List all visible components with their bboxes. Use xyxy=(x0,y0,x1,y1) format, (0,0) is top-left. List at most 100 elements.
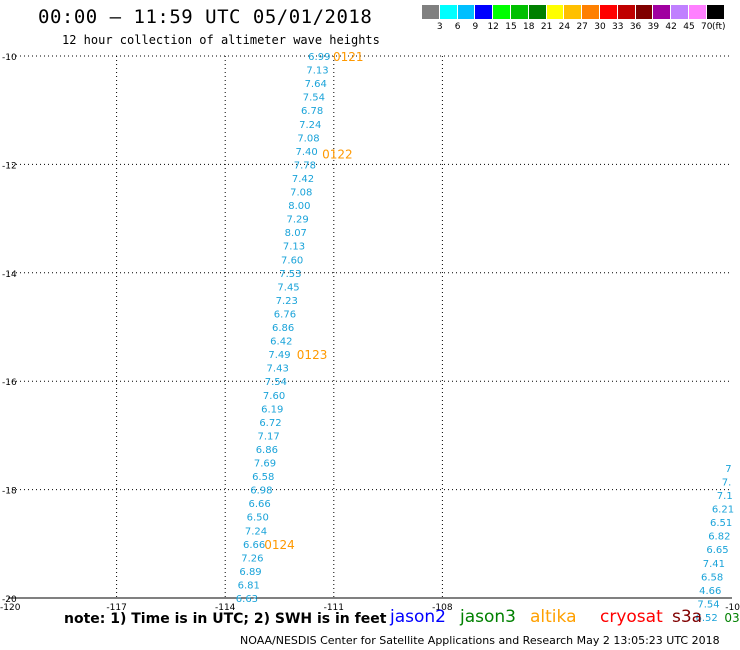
legend-jason3: jason3 xyxy=(460,607,516,627)
y-tick-label: -10 xyxy=(2,53,17,63)
wave-height-value: 6.19 xyxy=(261,404,283,415)
color-scale-label: 15 xyxy=(505,22,517,32)
color-swatch xyxy=(475,5,494,19)
color-scale-label: 21 xyxy=(540,22,553,32)
wave-height-value: 6.99 xyxy=(308,52,330,63)
wave-height-value: 6.63 xyxy=(236,594,258,605)
wave-height-value: 6.52 xyxy=(696,613,718,624)
wave-height-value: 7.45 xyxy=(277,282,299,293)
y-tick-label: -14 xyxy=(2,270,17,280)
color-scale-label: 45 xyxy=(683,22,695,32)
color-scale-label: 6 xyxy=(454,22,461,32)
wave-height-value: 6.66 xyxy=(248,499,270,510)
color-swatch xyxy=(635,5,654,19)
color-swatch xyxy=(493,5,511,19)
color-swatch xyxy=(457,5,476,19)
wave-height-value: 6.50 xyxy=(247,513,269,524)
color-swatch xyxy=(599,5,618,19)
pass-time-label: 0123 xyxy=(297,348,328,362)
wave-height-value: 6.72 xyxy=(259,418,281,429)
wave-height-value: 6.98 xyxy=(250,486,272,497)
color-scale-label: 9 xyxy=(472,22,479,32)
color-swatch xyxy=(528,5,547,19)
pass-time-label: 03 xyxy=(724,611,739,625)
legend-cryosat: cryosat xyxy=(600,607,663,627)
x-tick-label: -117 xyxy=(106,603,126,613)
legend-jason2: jason2 xyxy=(390,607,446,627)
page-subtitle: 12 hour collection of altimeter wave hei… xyxy=(62,33,380,47)
y-tick-label: -16 xyxy=(2,378,17,388)
wave-height-value: 6.58 xyxy=(252,472,274,483)
wave-height-value: 7.08 xyxy=(290,188,312,199)
wave-height-value: 6.86 xyxy=(256,445,278,456)
color-swatch xyxy=(688,5,707,19)
color-scale-label: 39 xyxy=(647,22,660,32)
color-swatch xyxy=(617,5,636,19)
x-tick-label: -111 xyxy=(324,603,344,613)
wave-height-value: 7.1 xyxy=(717,491,733,502)
footer-note: note: 1) Time is in UTC; 2) SWH is in fe… xyxy=(64,611,387,627)
color-scale-label: 70 xyxy=(701,22,713,32)
wave-height-value: 7.49 xyxy=(268,350,290,361)
color-scale-labels: 3 6 9 12 15 18 21 24 27 30 33 36 39 42 45 70 xyxy=(422,22,716,32)
wave-height-value: 6.51 xyxy=(710,518,732,529)
x-tick-label: -114 xyxy=(215,603,236,613)
wave-height-value: 7.29 xyxy=(286,215,308,226)
y-tick-label: -18 xyxy=(2,487,17,497)
color-scale-label: 27 xyxy=(576,22,588,32)
color-scale-label: 12 xyxy=(487,22,499,32)
color-swatch xyxy=(439,5,458,19)
wave-height-value: 6.81 xyxy=(238,580,260,591)
color-scale-label: 24 xyxy=(558,22,571,32)
wave-height-value: 6.82 xyxy=(708,532,730,543)
color-scale-label: 42 xyxy=(665,22,677,32)
wave-height-value: 7.26 xyxy=(241,553,263,564)
color-scale-label: 3 xyxy=(436,22,443,32)
wave-height-value: 7.08 xyxy=(297,133,319,144)
wave-height-value: 7.17 xyxy=(258,431,280,442)
pass-time-label: 0122 xyxy=(322,148,353,162)
wave-height-value: 6.76 xyxy=(274,309,296,320)
y-tick-label: -12 xyxy=(2,161,17,171)
color-swatch xyxy=(422,5,440,19)
wave-height-value: 6.21 xyxy=(712,505,734,516)
wave-height-value: 7.60 xyxy=(263,391,285,402)
wave-height-value: 7.60 xyxy=(281,255,303,266)
color-swatch xyxy=(510,5,529,19)
wave-height-value: 6.78 xyxy=(301,106,323,117)
wave-height-value: 4.66 xyxy=(699,586,721,597)
color-scale-label: 36 xyxy=(629,22,642,32)
color-swatch xyxy=(582,5,600,19)
wave-height-value: 6.89 xyxy=(239,567,261,578)
wave-height-value: 7.43 xyxy=(267,364,289,375)
wave-height-value: 7.54 xyxy=(265,377,287,388)
color-scale-label: 18 xyxy=(523,22,535,32)
wave-height-value: 7.24 xyxy=(245,526,267,537)
wave-height-value: 7. xyxy=(722,477,732,488)
wave-height-value: 6.42 xyxy=(270,337,292,348)
wave-height-value: 7.42 xyxy=(292,174,314,185)
wave-height-value: 6.66 xyxy=(243,540,265,551)
wave-height-value: 7.54 xyxy=(697,599,719,610)
legend-s3a: s3a xyxy=(672,607,703,627)
wave-height-value: 7.54 xyxy=(303,93,325,104)
legend-altika: altika xyxy=(530,607,577,627)
wave-height-value: 7.13 xyxy=(306,66,328,77)
wave-height-value: 6.65 xyxy=(706,545,728,556)
y-tick-label: -20 xyxy=(2,595,17,605)
color-scale-label: 30 xyxy=(594,22,606,32)
wave-height-value: 7.78 xyxy=(294,160,316,171)
color-swatch xyxy=(653,5,672,19)
x-tick-label: -10 xyxy=(725,603,740,613)
footer-credit: NOAA/NESDIS Center for Satellite Applica… xyxy=(240,634,720,647)
pass-time-label: 0124 xyxy=(264,538,295,552)
color-swatch xyxy=(564,5,583,19)
wave-height-value: 8.07 xyxy=(285,228,307,239)
wave-height-value: 7.40 xyxy=(296,147,318,158)
wave-height-value: 8.00 xyxy=(288,201,310,212)
wave-height-value: 6.86 xyxy=(272,323,294,334)
wave-height-value: 7.23 xyxy=(276,296,298,307)
wave-height-value: 7 xyxy=(725,464,731,475)
color-scale-label: 33 xyxy=(612,22,624,32)
